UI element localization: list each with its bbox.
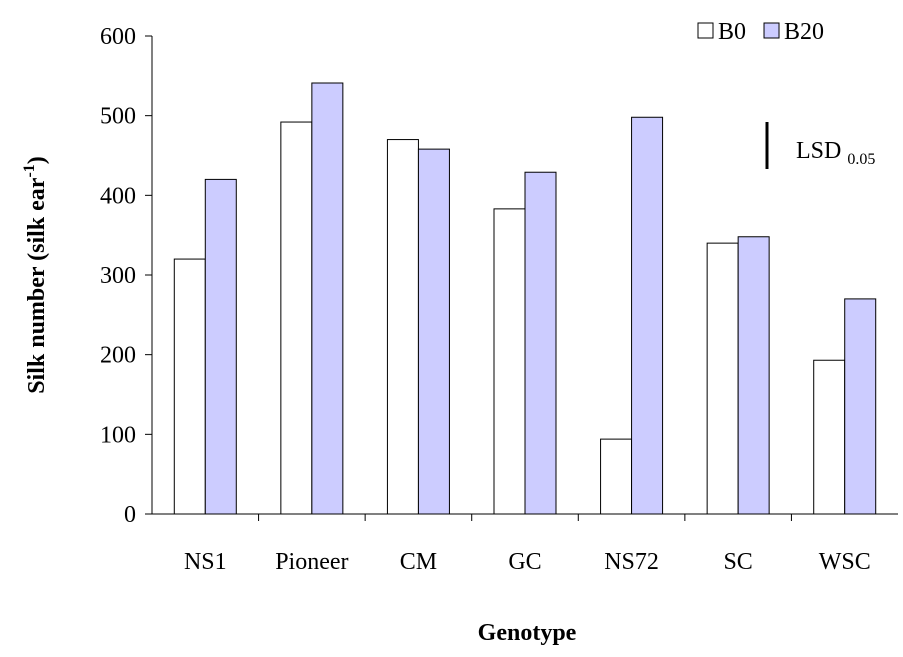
- bar: [600, 438, 633, 515]
- legend-swatch: [697, 22, 714, 39]
- bar: [631, 116, 664, 515]
- x-axis-title: Genotype: [478, 620, 577, 646]
- bar: [386, 139, 419, 515]
- y-tick-label: 500: [100, 104, 136, 130]
- bar: [737, 236, 770, 515]
- bar: [204, 178, 237, 515]
- x-tick-label: Pioneer: [275, 549, 348, 575]
- lsd-label: LSD 0.05: [796, 138, 875, 168]
- bar: [706, 242, 739, 515]
- lsd-label-sub: 0.05: [847, 151, 875, 168]
- x-tick-label: NS1: [184, 549, 227, 575]
- y-tick-label: 0: [124, 502, 136, 528]
- legend-label: B20: [784, 19, 824, 45]
- bar: [813, 359, 846, 515]
- y-tick-label: 300: [100, 263, 136, 289]
- legend-swatch: [763, 22, 780, 39]
- y-tick-label: 100: [100, 422, 136, 448]
- y-axis-title-close: ): [24, 156, 50, 164]
- bar: [844, 298, 877, 515]
- legend-label: B0: [718, 19, 746, 45]
- bar: [280, 121, 313, 515]
- x-tick-label: GC: [508, 549, 541, 575]
- y-axis-title-sup: -1: [21, 164, 38, 177]
- y-tick-label: 200: [100, 343, 136, 369]
- y-tick-label: 600: [100, 24, 136, 50]
- x-tick-label: WSC: [819, 549, 871, 575]
- x-tick-label: SC: [723, 549, 752, 575]
- bar: [311, 82, 344, 515]
- y-axis-title: Silk number (silk ear-1): [21, 156, 50, 394]
- bar: [173, 258, 206, 515]
- bar: [417, 148, 450, 515]
- lsd-label-text: LSD: [796, 138, 841, 164]
- bar: [493, 208, 526, 515]
- y-tick-label: 400: [100, 183, 136, 209]
- x-tick-label: NS72: [604, 549, 659, 575]
- x-tick-label: CM: [400, 549, 437, 575]
- y-axis-title-text: Silk number (silk ear: [24, 177, 50, 394]
- bar: [524, 171, 557, 515]
